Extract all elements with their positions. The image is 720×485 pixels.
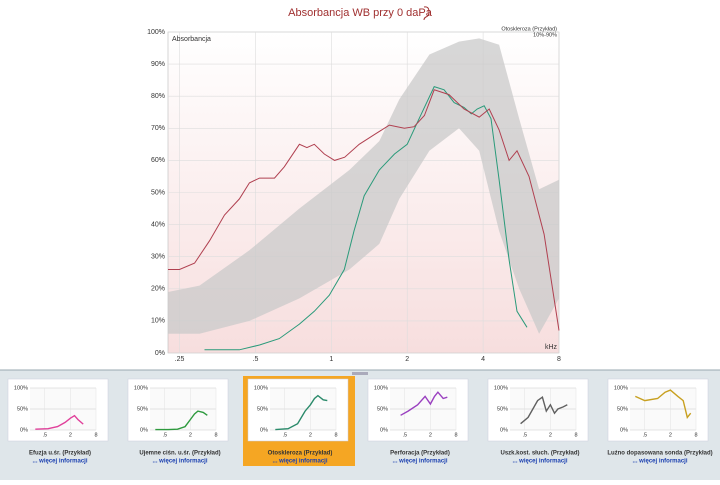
main-chart: 0% 10% 20% 30% 40% 50% 60% 70% 80% 90% 100% .25 .5 1 2…	[147, 26, 561, 362]
y-tick-label: 10%	[151, 318, 165, 325]
y-tick-label: 50%	[17, 406, 28, 412]
y-tick-label: 20%	[151, 286, 165, 293]
x-tick-label: 8	[574, 432, 577, 438]
x-tick-label: .5	[282, 432, 287, 438]
thumbnail-line	[520, 396, 568, 425]
thumbnail-title: Otoskleroza (Przykład)	[268, 451, 333, 457]
more-info-link[interactable]: ... więcej informacji	[32, 459, 87, 465]
x-tick-label: 8	[454, 432, 457, 438]
legend-band: 10%-90%	[533, 32, 557, 38]
y-tick-label: 100%	[14, 385, 28, 391]
y-tick-label: 0%	[260, 427, 268, 433]
thumbnail-line	[400, 391, 448, 416]
y-tick-label: 50%	[617, 406, 628, 412]
x-tick-label: 2	[549, 432, 552, 438]
thumbnail-line	[275, 394, 328, 431]
chart-title: Absorbancja WB przy 0 daPa	[288, 7, 433, 19]
more-info-link[interactable]: ... więcej informacji	[392, 459, 447, 465]
x-tick-label: 2	[189, 432, 192, 438]
y-tick-label: 50%	[137, 406, 148, 412]
more-info-link[interactable]: ... więcej informacji	[152, 459, 207, 465]
y-axis-label: Absorbancja	[172, 36, 211, 43]
thumbnail-line	[35, 414, 84, 430]
x-tick-label: .5	[402, 432, 407, 438]
x-tick-label: 2	[669, 432, 672, 438]
thumbnail-panel	[0, 370, 720, 480]
y-tick-label: 0%	[620, 427, 628, 433]
y-tick-label: 50%	[257, 406, 268, 412]
thumbnail-title: Uszk.kost. słuch. (Przykład)	[500, 451, 579, 457]
y-tick-label: 70%	[151, 125, 165, 132]
x-tick-label: .25	[175, 356, 185, 363]
x-tick-label: 8	[94, 432, 97, 438]
x-tick-label: 1	[329, 356, 333, 363]
thumbnail-title: Luźno dopasowana sonda (Przykład)	[607, 451, 712, 457]
thumbnail-title: Ujemne ciśn. u.śr. (Przykład)	[139, 451, 220, 457]
y-tick-label: 100%	[147, 29, 165, 36]
x-tick-label: 4	[481, 356, 485, 363]
y-tick-label: 100%	[494, 385, 508, 391]
series-line	[168, 89, 560, 331]
y-tick-label: 60%	[151, 157, 165, 164]
more-info-link[interactable]: ... więcej informacji	[272, 459, 327, 465]
y-tick-label: 80%	[151, 93, 165, 100]
y-tick-label: 100%	[374, 385, 388, 391]
x-tick-label: 2	[69, 432, 72, 438]
y-tick-label: 0%	[380, 427, 388, 433]
x-tick-label: .5	[642, 432, 647, 438]
legend-entry: Otoskleroza (Przykład)	[501, 26, 557, 32]
x-tick-label: 8	[334, 432, 337, 438]
more-info-link[interactable]: ... więcej informacji	[512, 459, 567, 465]
thumbnail-line	[155, 410, 208, 431]
thumbnails: 0% 50% 100% .5 2 8 Efuzja u.śr. (Przykład) ... …	[7, 376, 713, 466]
y-tick-label: 100%	[254, 385, 268, 391]
ear-icon	[423, 6, 430, 21]
y-tick-label: 50%	[377, 406, 388, 412]
x-axis-label: kHz	[545, 344, 558, 351]
thumbnail-line	[635, 389, 692, 419]
y-tick-label: 50%	[497, 406, 508, 412]
splitter-handle[interactable]	[352, 372, 368, 375]
y-tick-label: 40%	[151, 221, 165, 228]
y-tick-label: 0%	[140, 427, 148, 433]
y-tick-label: 100%	[134, 385, 148, 391]
y-tick-label: 100%	[614, 385, 628, 391]
y-tick-label: 0%	[155, 350, 165, 357]
x-tick-label: 8	[557, 356, 561, 363]
more-info-link[interactable]: ... więcej informacji	[632, 459, 687, 465]
percentile-band	[168, 38, 559, 334]
x-tick-label: 2	[405, 356, 409, 363]
x-tick-label: 8	[214, 432, 217, 438]
y-tick-label: 50%	[151, 189, 165, 196]
y-tick-label: 30%	[151, 254, 165, 261]
x-tick-label: .5	[42, 432, 47, 438]
thumbnail-title: Efuzja u.śr. (Przykład)	[29, 451, 91, 457]
x-tick-label: .5	[162, 432, 167, 438]
thumbnail-title: Perforacja (Przykład)	[390, 451, 450, 457]
y-tick-label: 90%	[151, 61, 165, 68]
x-tick-label: 2	[309, 432, 312, 438]
y-tick-label: 0%	[20, 427, 28, 433]
x-tick-label: 2	[429, 432, 432, 438]
series-line	[204, 85, 528, 351]
x-tick-label: .5	[522, 432, 527, 438]
y-tick-label: 0%	[500, 427, 508, 433]
x-tick-label: .5	[253, 356, 259, 363]
x-tick-label: 8	[694, 432, 697, 438]
